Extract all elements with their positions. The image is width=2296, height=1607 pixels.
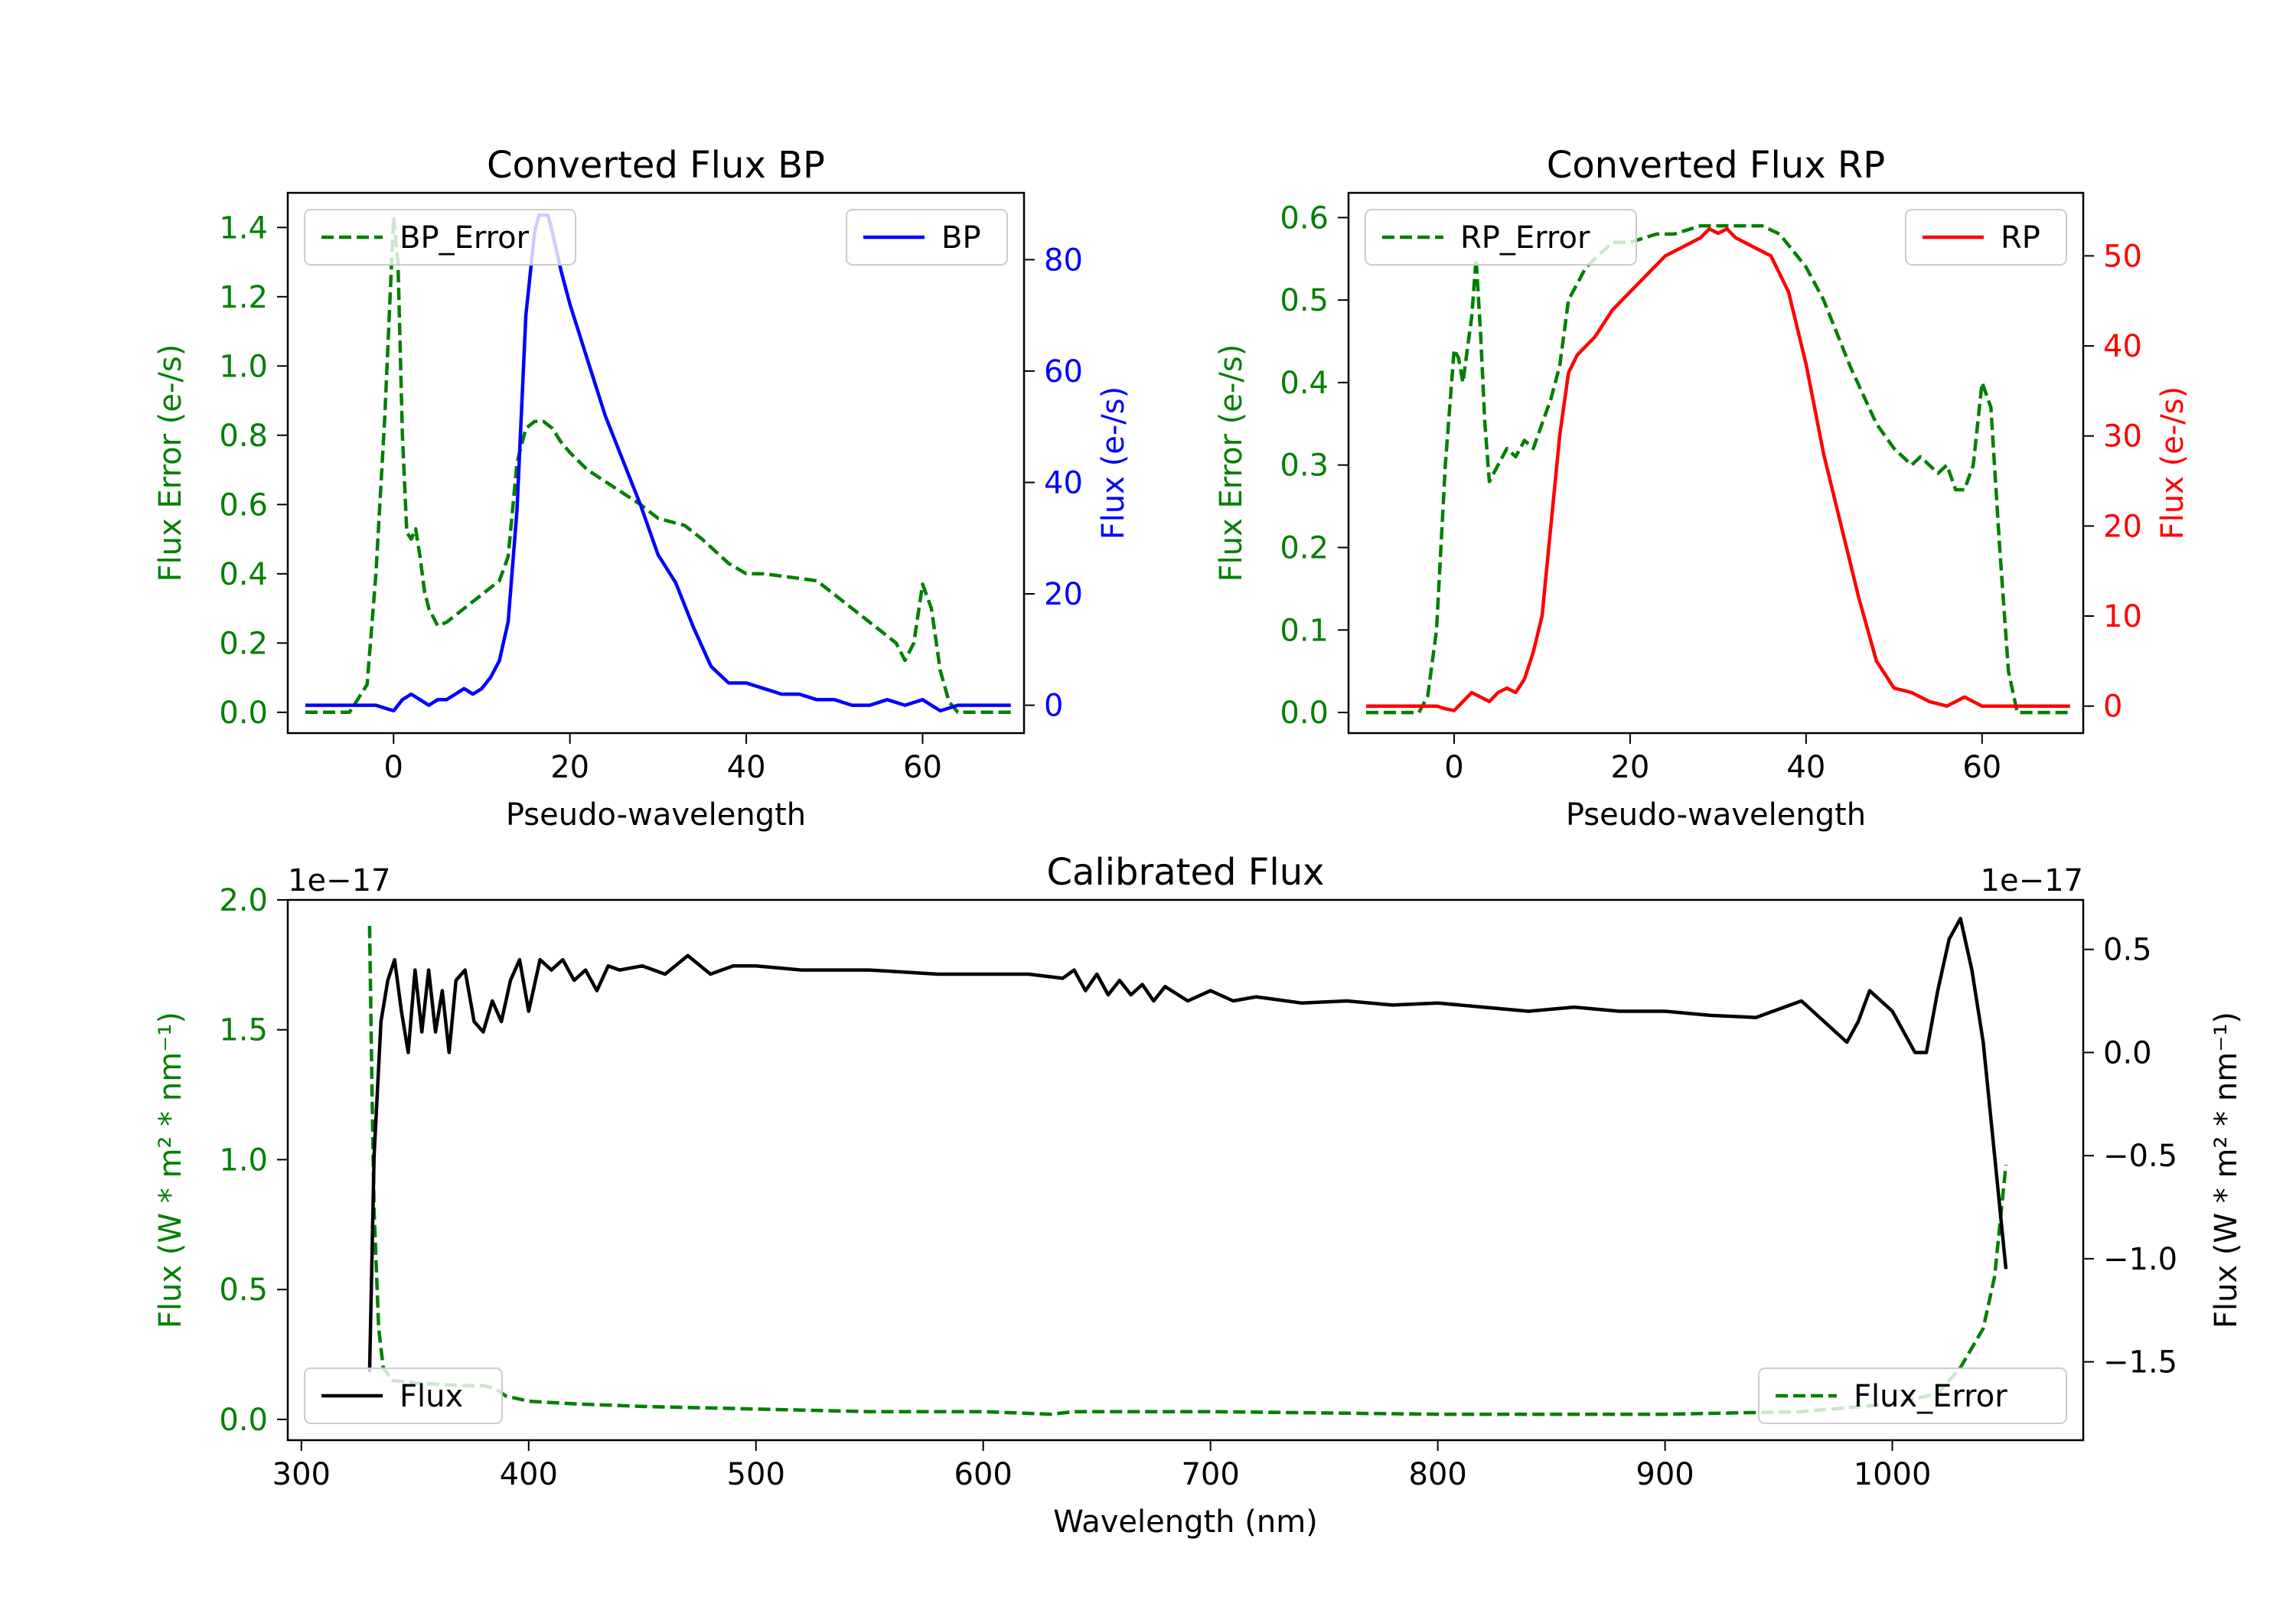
- rp-xtick-label: 20: [1610, 750, 1649, 785]
- rp-xtick-label: 60: [1962, 750, 2001, 785]
- cal-xtick-label: 500: [727, 1457, 785, 1492]
- bp-series-bp-error-line: [305, 215, 1011, 715]
- cal-legend-right-box: [1758, 1367, 2067, 1424]
- rp-ytick-right-label: 0: [2103, 689, 2122, 725]
- cal-xtick-label: 900: [1636, 1457, 1694, 1492]
- bp-ytick-right-label: 60: [1044, 354, 1083, 390]
- cal-legend-left-label: Flux: [400, 1379, 463, 1414]
- bp-legend-left-label: BP_Error: [400, 220, 530, 256]
- cal-ytick-right-label: 0.0: [2103, 1035, 2152, 1071]
- rp-axes-frame: [1347, 191, 2085, 735]
- cal-ytick-right-label: 0.5: [2103, 933, 2152, 968]
- cal-xtick-label: 600: [954, 1457, 1013, 1492]
- rp-legend-left-box: [1365, 209, 1637, 266]
- rp-ylabel-right: Flux (e-/s): [2155, 386, 2190, 539]
- cal-axes-frame: [286, 898, 2085, 1442]
- cal-ytick-right-label: −1.0: [2103, 1242, 2177, 1277]
- rp-ylabel-left: Flux Error (e-/s): [1214, 344, 1249, 582]
- rp-ytick-right-label: 30: [2103, 419, 2142, 455]
- bp-legend-right-label: BP: [941, 220, 981, 256]
- cal-xtick-label: 700: [1181, 1457, 1239, 1492]
- rp-ytick-left-label: 0.6: [1280, 200, 1329, 236]
- rp-panel: 0 20 40 60 0.0 0.1 0.2 0.3 0.4 0.5 0.6 0 10 20 30 40 50 C…: [1214, 144, 2190, 833]
- cal-ylabel-left: Flux (W * m² * nm⁻¹): [153, 1012, 188, 1328]
- rp-ytick-right-label: 10: [2103, 599, 2142, 634]
- rp-ytick-right-label: 40: [2103, 329, 2142, 364]
- rp-ytick-left-label: 0.4: [1280, 366, 1329, 401]
- cal-scale-note-left: 1e−17: [288, 863, 390, 898]
- bp-ytick-left-label: 0.0: [219, 696, 268, 731]
- rp-xlabel: Pseudo-wavelength: [1566, 797, 1866, 833]
- bp-ytick-left-label: 1.0: [219, 349, 268, 384]
- cal-panel: 300 400 500 600 700 800 900 1000 0.0 0.5 1.0 1.5 2.0…: [153, 851, 2244, 1540]
- rp-ytick-left-label: 0.0: [1280, 696, 1329, 731]
- bp-title: Converted Flux BP: [487, 144, 825, 187]
- bp-ytick-right-label: 20: [1044, 577, 1083, 612]
- bp-series-bp-line: [305, 213, 1011, 713]
- rp-legend-right-label: RP: [2001, 220, 2040, 256]
- rp-ytick-left-label: 0.1: [1280, 613, 1329, 648]
- bp-legend-right: BP: [846, 209, 1008, 266]
- cal-series-flux-line: [367, 917, 2008, 1373]
- rp-xtick-label: 0: [1444, 750, 1463, 785]
- bp-ytick-left-label: 0.6: [219, 487, 268, 523]
- rp-xtick-label: 40: [1786, 750, 1825, 785]
- rp-ytick-left-label: 0.2: [1280, 530, 1329, 566]
- cal-xlabel: Wavelength (nm): [1053, 1504, 1318, 1540]
- bp-ytick-left-label: 1.4: [219, 210, 268, 246]
- cal-ylabel-right: Flux (W * m² * nm⁻¹): [2209, 1012, 2244, 1328]
- cal-ytick-right-label: −1.5: [2103, 1345, 2177, 1380]
- bp-axes-frame: [286, 191, 1026, 735]
- rp-legend-right-box: [1905, 209, 2067, 266]
- rp-ytick-right-label: 20: [2103, 509, 2142, 544]
- bp-panel: 0 20 40 60 0.0 0.2 0.4 0.6 0.8 1.0 1.2 1.4 0 20 40 60 80…: [153, 144, 1131, 833]
- bp-xtick-label: 40: [727, 750, 766, 785]
- cal-legend-right-label: Flux_Error: [1854, 1379, 2007, 1414]
- bp-ytick-left-label: 0.4: [219, 557, 268, 592]
- cal-scale-note-right: 1e−17: [1981, 863, 2083, 898]
- cal-xtick-label: 1000: [1854, 1457, 1932, 1492]
- cal-ytick-left-label: 1.0: [219, 1143, 268, 1178]
- rp-series-rp-line: [1366, 227, 2070, 712]
- rp-legend-right: RP: [1905, 209, 2067, 266]
- cal-xtick-label: 400: [500, 1457, 558, 1492]
- bp-legend-left-box: [304, 209, 576, 266]
- rp-ytick-left-label: 0.3: [1280, 448, 1329, 484]
- cal-xtick-label: 300: [272, 1457, 331, 1492]
- rp-legend-left-label: RP_Error: [1460, 220, 1590, 256]
- bp-xtick-label: 60: [903, 750, 942, 785]
- cal-ytick-left-label: 0.5: [219, 1273, 268, 1308]
- cal-xtick-label: 800: [1408, 1457, 1466, 1492]
- cal-title: Calibrated Flux: [1046, 851, 1324, 894]
- bp-ytick-left-label: 1.2: [219, 280, 268, 315]
- bp-ylabel-left: Flux Error (e-/s): [153, 344, 188, 582]
- cal-ytick-left-label: 1.5: [219, 1013, 268, 1048]
- bp-xlabel: Pseudo-wavelength: [506, 797, 806, 833]
- rp-legend-left: RP_Error: [1365, 209, 1637, 266]
- rp-ytick-right-label: 50: [2103, 239, 2142, 274]
- bp-ytick-left-label: 0.8: [219, 419, 268, 454]
- rp-title: Converted Flux RP: [1547, 144, 1885, 187]
- cal-legend-left-box: [304, 1367, 503, 1424]
- bp-ytick-right-label: 0: [1044, 689, 1063, 724]
- bp-ytick-right-label: 40: [1044, 465, 1083, 500]
- bp-ytick-left-label: 0.2: [219, 626, 268, 661]
- bp-legend-left: BP_Error: [304, 209, 576, 266]
- bp-xtick-label: 0: [384, 750, 403, 785]
- cal-legend-left: Flux: [304, 1367, 503, 1424]
- cal-ytick-left-label: 2.0: [219, 883, 268, 918]
- cal-ytick-left-label: 0.0: [219, 1403, 268, 1438]
- bp-legend-right-box: [846, 209, 1008, 266]
- bp-ytick-right-label: 80: [1044, 243, 1083, 278]
- cal-ytick-right-label: −0.5: [2103, 1139, 2177, 1174]
- bp-xtick-label: 20: [550, 750, 589, 785]
- bp-ylabel-right: Flux (e-/s): [1096, 386, 1131, 539]
- cal-legend-right: Flux_Error: [1758, 1367, 2067, 1424]
- rp-ytick-left-label: 0.5: [1280, 283, 1329, 318]
